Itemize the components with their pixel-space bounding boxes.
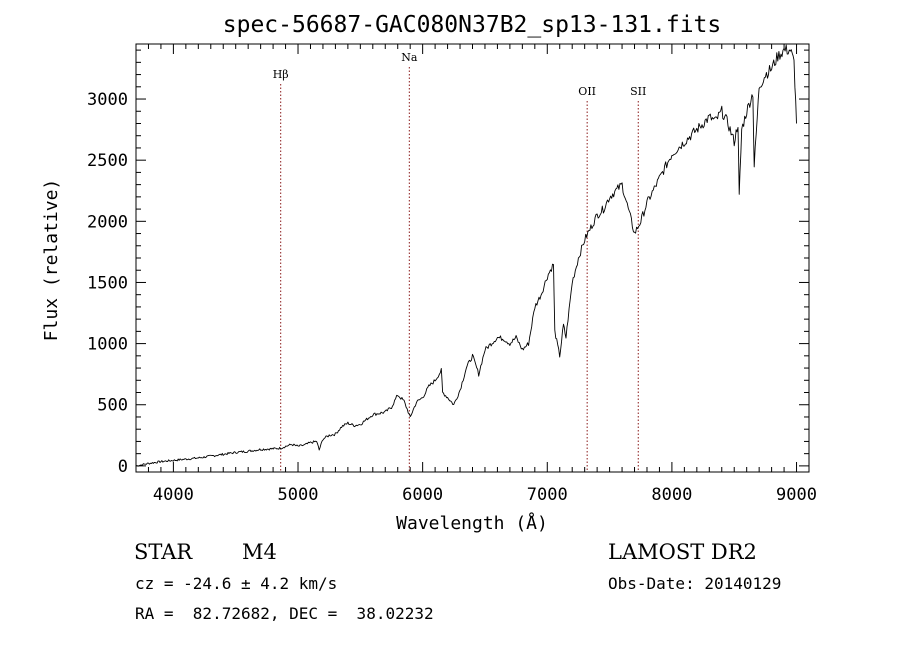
y-tick-label: 1000: [87, 335, 128, 355]
spectrum-series: [135, 44, 797, 467]
object-subclass: M4: [242, 540, 277, 564]
marker-label: Na: [401, 51, 418, 64]
x-tick-label: 7000: [527, 485, 568, 505]
survey-name: LAMOST DR2: [608, 540, 757, 564]
spectrum-line: [135, 44, 797, 467]
y-tick-label: 500: [97, 396, 128, 416]
y-tick-label: 3000: [87, 90, 128, 110]
x-tick-label: 9000: [776, 485, 817, 505]
observation-date: Obs-Date: 20140129: [608, 574, 782, 593]
marker-label: SII: [630, 85, 646, 98]
line-markers: Hβ Na OII SII: [273, 51, 646, 472]
x-tick-label: 6000: [402, 485, 443, 505]
tick-labels: 4000 5000 6000 7000 8000 9000 0 500 1000 1500 2000…: [87, 90, 817, 505]
y-tick-label: 1500: [87, 273, 128, 293]
y-tick-label: 2500: [87, 151, 128, 171]
marker-label: Hβ: [273, 68, 289, 81]
x-tick-label: 5000: [278, 485, 319, 505]
y-tick-label: 0: [118, 457, 128, 477]
object-class: STAR: [134, 540, 193, 564]
marker-label: OII: [578, 85, 596, 98]
y-axis-label: Flux (relative): [41, 179, 62, 342]
axis-ticks: [135, 44, 810, 472]
coordinates: RA = 82.72682, DEC = 38.02232: [135, 604, 434, 623]
redshift-velocity: cz = -24.6 ± 4.2 km/s: [135, 574, 338, 593]
chart-title: spec-56687-GAC080N37B2_sp13-131.fits: [223, 12, 722, 38]
x-tick-label: 4000: [153, 485, 194, 505]
y-tick-label: 2000: [87, 212, 128, 232]
plot-frame: [135, 43, 810, 473]
x-tick-label: 8000: [651, 485, 692, 505]
x-axis-label: Wavelength (Å): [396, 512, 548, 534]
